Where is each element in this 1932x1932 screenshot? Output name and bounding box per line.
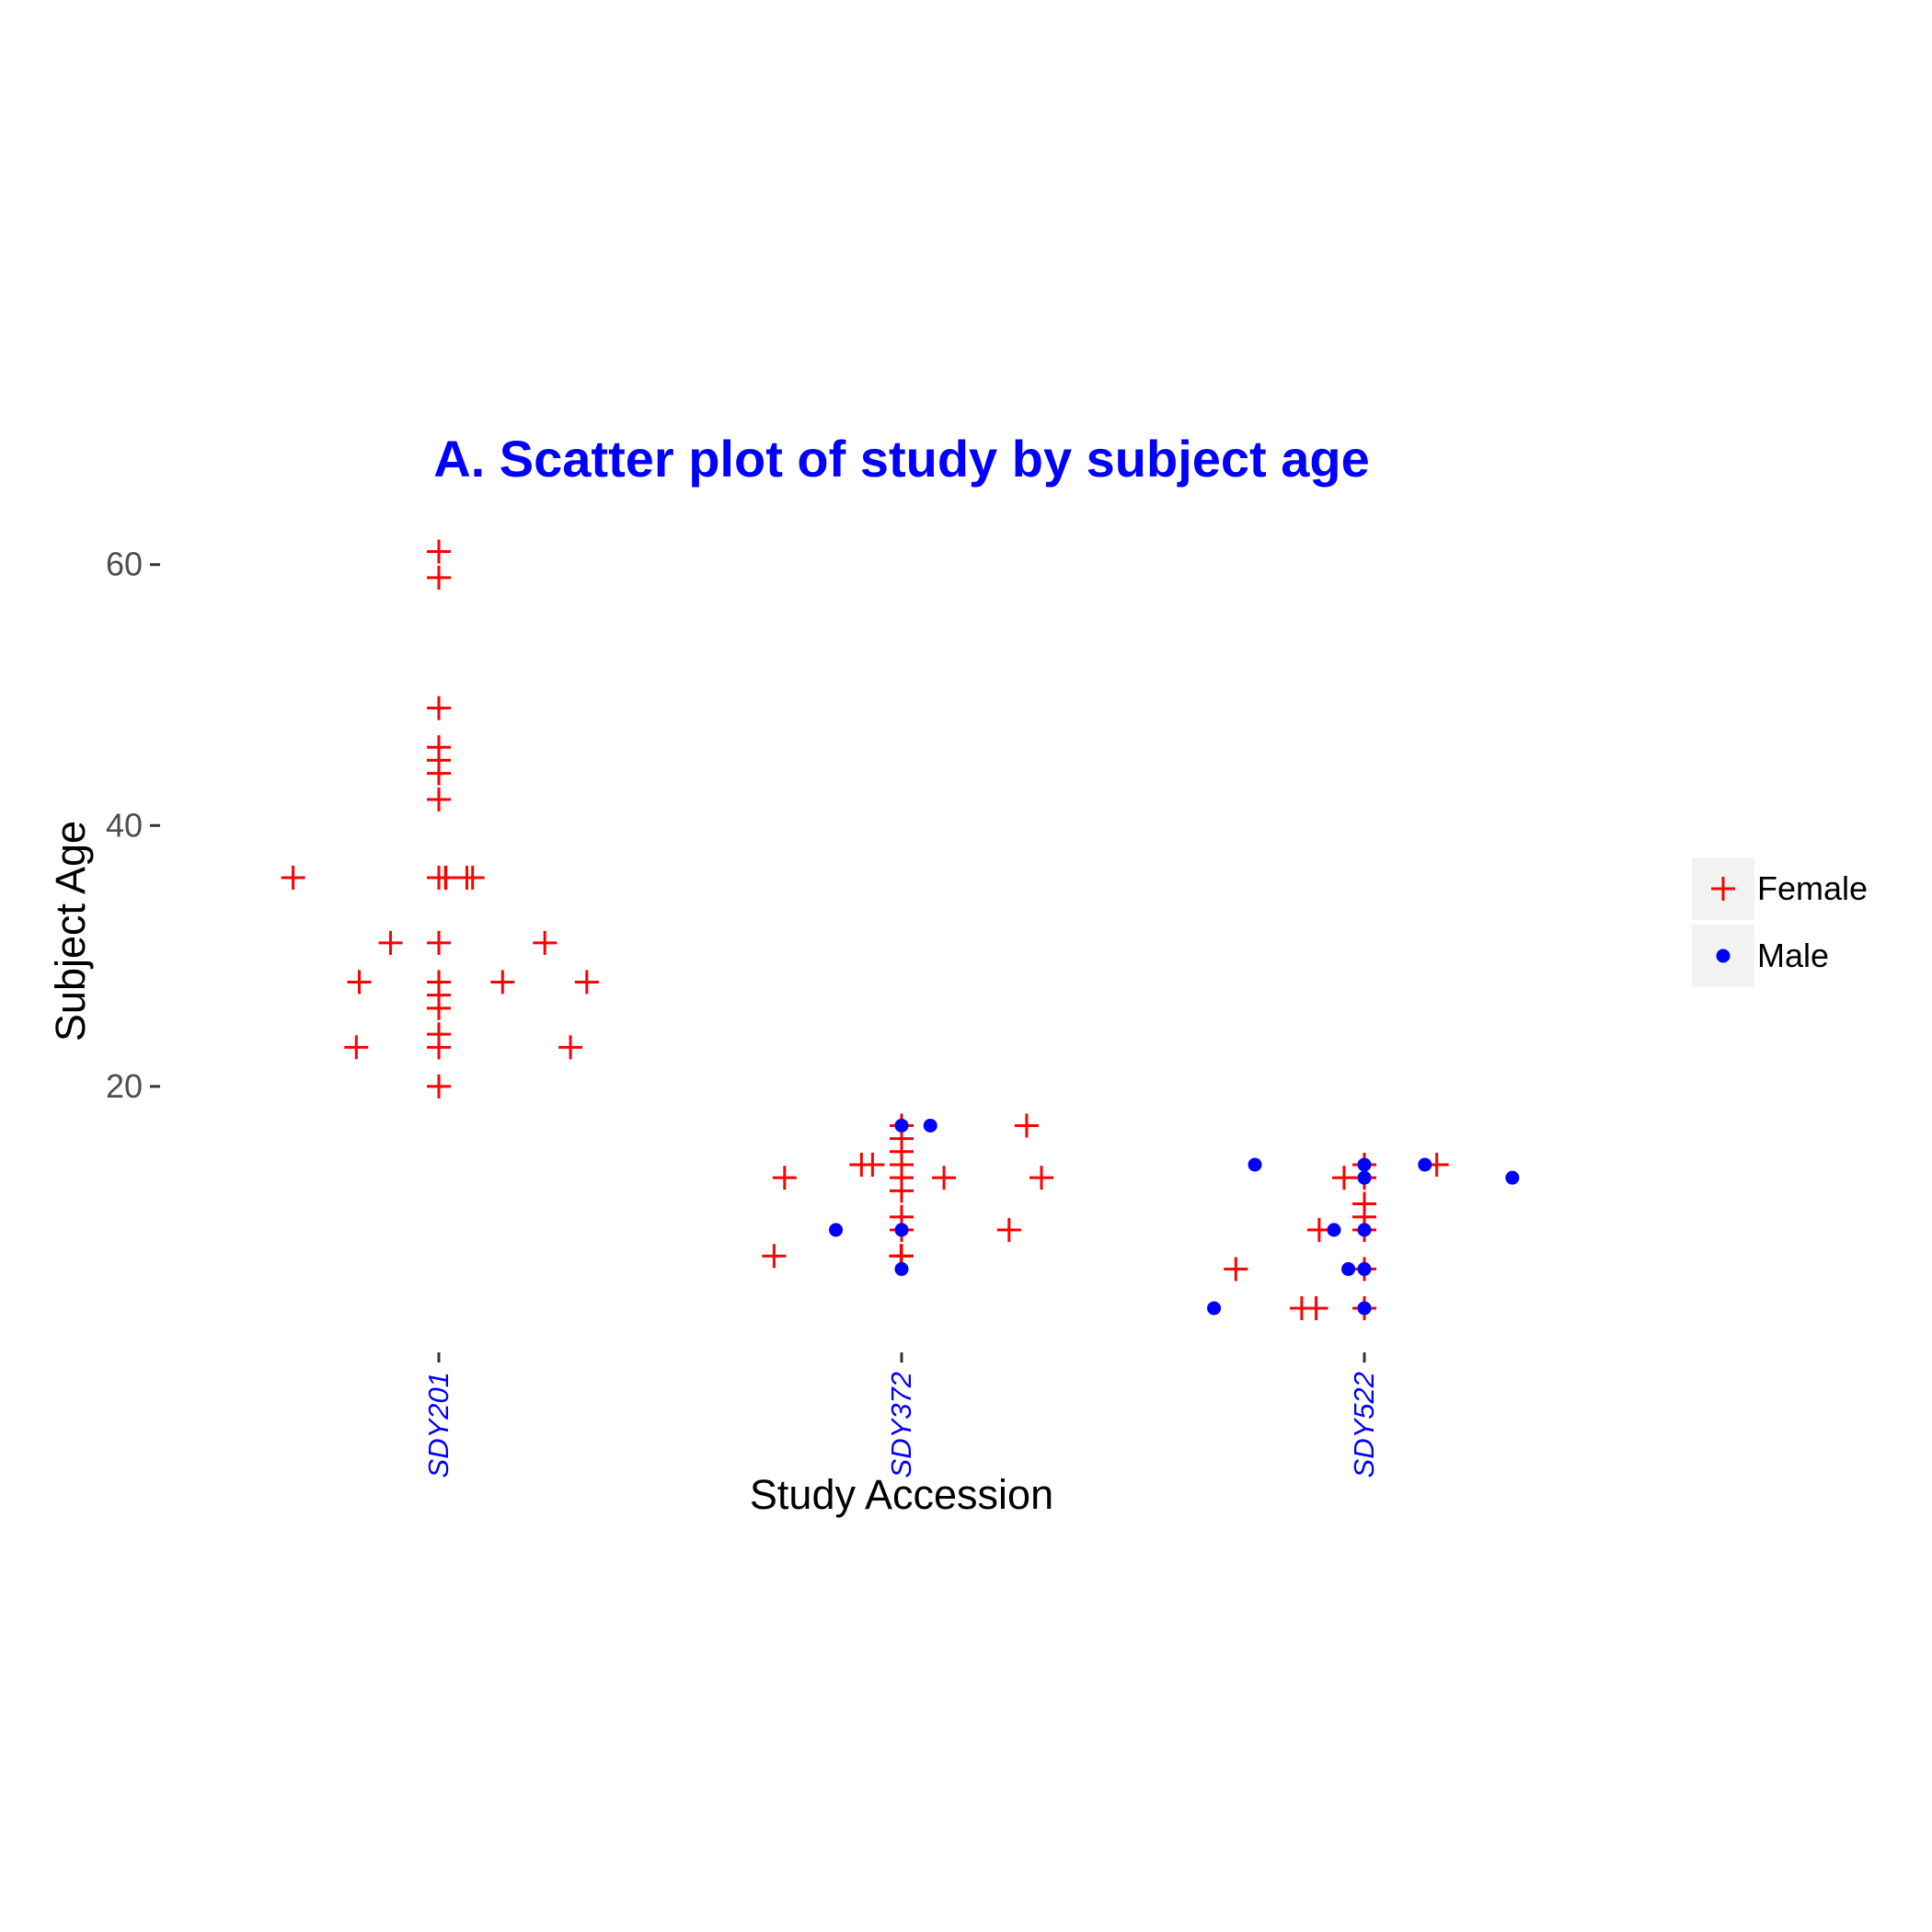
female-point	[762, 1244, 787, 1269]
y-tick-label: 60	[106, 546, 143, 583]
female-point	[1331, 1166, 1356, 1190]
female-point	[1304, 1295, 1328, 1320]
y-tick-label: 40	[106, 806, 143, 844]
female-point	[932, 1166, 957, 1190]
y-axis-title: Subject Age	[47, 821, 94, 1041]
male-point	[894, 1118, 909, 1133]
female-point	[1014, 1113, 1039, 1138]
x-tick-label: SDY522	[1348, 1372, 1380, 1478]
female-point	[427, 1074, 451, 1098]
female-point	[344, 1035, 369, 1060]
male-point	[1357, 1170, 1372, 1185]
female-point	[427, 930, 451, 955]
male-point	[829, 1223, 844, 1237]
male-point	[1207, 1301, 1222, 1316]
female-point	[558, 1035, 583, 1060]
female-point	[890, 1179, 914, 1203]
female-point	[1029, 1166, 1054, 1190]
male-point	[1327, 1223, 1341, 1237]
x-tick-label: SDY201	[422, 1372, 454, 1478]
male-point	[1505, 1170, 1520, 1185]
male-point	[1357, 1157, 1372, 1172]
legend-dot	[1716, 949, 1731, 963]
male-point	[1357, 1261, 1372, 1276]
female-point	[533, 930, 558, 955]
female-point	[1224, 1257, 1248, 1282]
female-point	[281, 866, 305, 891]
legend-label: Female	[1757, 869, 1868, 907]
female-point	[772, 1166, 797, 1190]
male-point	[1341, 1261, 1356, 1276]
female-point	[433, 866, 458, 891]
data-points	[281, 539, 1520, 1320]
x-axis: SDY201 SDY372 SDY522	[422, 1352, 1380, 1478]
male-point	[1248, 1157, 1262, 1172]
legend: Female Male	[1692, 857, 1868, 987]
female-point	[574, 970, 599, 995]
female-point	[490, 970, 515, 995]
chart-title: A. Scatter plot of study by subject age	[433, 430, 1370, 488]
male-point	[1418, 1157, 1432, 1172]
female-point	[427, 995, 451, 1020]
x-axis-title: Study Accession	[750, 1471, 1053, 1518]
female-point	[427, 761, 451, 786]
female-point	[427, 787, 451, 811]
female-point	[347, 970, 372, 995]
female-point	[860, 1152, 885, 1177]
female-point	[460, 866, 485, 891]
female-point	[427, 1035, 451, 1060]
male-point	[894, 1261, 909, 1276]
male-point	[923, 1118, 937, 1133]
female-point	[427, 696, 451, 720]
male-point	[894, 1223, 909, 1237]
y-tick-label: 20	[106, 1067, 143, 1105]
y-axis: 20 40 60	[106, 546, 160, 1105]
female-point	[427, 539, 451, 564]
x-tick-label: SDY372	[885, 1372, 917, 1478]
female-point	[378, 930, 403, 955]
female-point	[427, 565, 451, 590]
male-point	[1357, 1223, 1372, 1237]
male-point	[1357, 1301, 1372, 1316]
female-point	[996, 1217, 1021, 1242]
legend-label: Male	[1757, 937, 1829, 974]
